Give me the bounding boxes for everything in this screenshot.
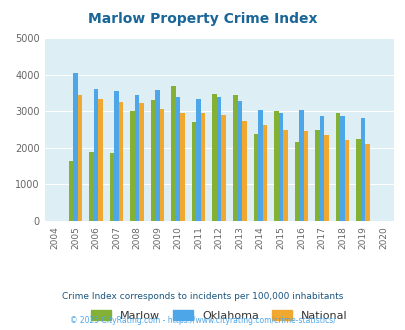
Bar bbox=[175, 97, 180, 221]
Bar bbox=[109, 153, 114, 221]
Bar bbox=[303, 131, 307, 221]
Bar bbox=[221, 115, 226, 221]
Bar bbox=[262, 125, 266, 221]
Bar bbox=[237, 101, 241, 221]
Text: Marlow Property Crime Index: Marlow Property Crime Index bbox=[88, 12, 317, 25]
Bar bbox=[155, 90, 160, 221]
Bar bbox=[151, 100, 155, 221]
Bar bbox=[232, 95, 237, 221]
Bar bbox=[160, 109, 164, 221]
Bar bbox=[192, 122, 196, 221]
Bar bbox=[212, 94, 216, 221]
Bar bbox=[241, 121, 246, 221]
Bar bbox=[273, 111, 278, 221]
Legend: Marlow, Oklahoma, National: Marlow, Oklahoma, National bbox=[86, 306, 351, 325]
Bar bbox=[139, 103, 143, 221]
Bar bbox=[298, 111, 303, 221]
Bar bbox=[73, 73, 77, 221]
Bar bbox=[180, 113, 185, 221]
Bar bbox=[77, 95, 82, 221]
Bar bbox=[130, 111, 134, 221]
Bar bbox=[68, 161, 73, 221]
Bar bbox=[196, 99, 200, 221]
Bar bbox=[294, 142, 298, 221]
Bar bbox=[319, 115, 324, 221]
Bar bbox=[355, 139, 360, 221]
Bar bbox=[114, 91, 119, 221]
Text: Crime Index corresponds to incidents per 100,000 inhabitants: Crime Index corresponds to incidents per… bbox=[62, 292, 343, 301]
Bar bbox=[216, 97, 221, 221]
Bar bbox=[324, 135, 328, 221]
Bar bbox=[344, 140, 348, 221]
Bar bbox=[171, 85, 175, 221]
Bar bbox=[314, 130, 319, 221]
Bar bbox=[119, 102, 123, 221]
Bar bbox=[360, 118, 364, 221]
Bar bbox=[282, 130, 287, 221]
Bar bbox=[339, 116, 344, 221]
Bar bbox=[335, 113, 339, 221]
Bar bbox=[278, 114, 282, 221]
Text: © 2025 CityRating.com - https://www.cityrating.com/crime-statistics/: © 2025 CityRating.com - https://www.city… bbox=[70, 316, 335, 325]
Bar bbox=[98, 99, 102, 221]
Bar bbox=[364, 144, 369, 221]
Bar bbox=[258, 111, 262, 221]
Bar bbox=[134, 95, 139, 221]
Bar bbox=[89, 151, 94, 221]
Bar bbox=[200, 113, 205, 221]
Bar bbox=[94, 89, 98, 221]
Bar bbox=[253, 134, 258, 221]
